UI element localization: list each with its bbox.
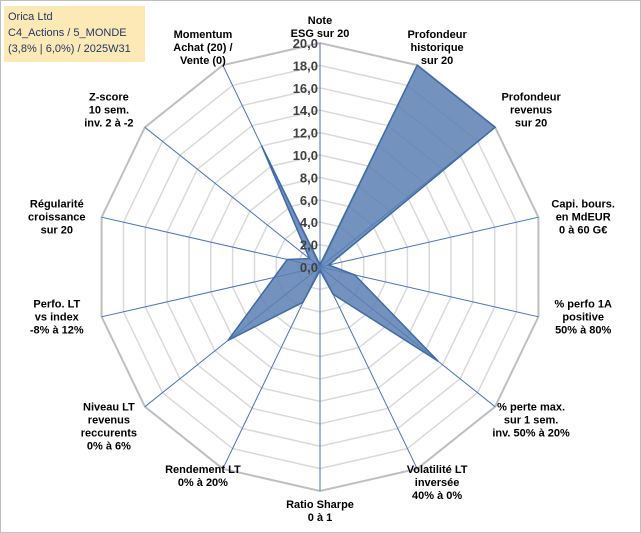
axis-spoke [319,216,539,268]
axis-label: Profondeur historique sur 20 [407,29,467,67]
info-box: Orica Ltd C4_Actions / 5_MONDE (3,8% | 6… [4,6,145,62]
series-area [227,64,497,362]
tick-label: 18,0 [293,58,318,73]
tick-label: 12,0 [293,126,318,141]
axis-label: Niveau LT revenus reccurents 0% à 6% [81,402,137,453]
axis-spoke [319,266,539,318]
axis-label: Rendement LT 0% à 20% [165,464,241,489]
tick-label: 4,0 [300,215,318,230]
company-name: Orica Ltd [8,11,53,23]
axis-label: Momentum Achat (20) / Vente (0) [173,29,232,67]
axis-label: Note ESG sur 20 [291,15,350,40]
series-layer [227,64,497,362]
axis-label: Profondeur revenus sur 20 [501,91,561,129]
axis-label: Capi. bours. en MdEUR 0 à 60 G€ [551,199,615,237]
tick-label-layer: 0,0 2,0 4,0 6,0 8,0 10,0 12,0 14,0 16,0 18,0 20,0 [293,36,318,275]
axis-spoke [144,126,321,268]
tick-label: 2,0 [300,238,318,253]
tick-label: 10,0 [293,148,318,163]
tick-label: 20,0 [293,36,318,51]
tick-label: 0,0 [300,260,318,275]
period-info: (3,8% | 6,0%) / 2025W31 [8,43,131,55]
axis-spoke [319,266,418,470]
tick-label: 6,0 [300,193,318,208]
axis-label: % perfo 1A positive 50% à 80% [554,298,612,336]
axis-label: Ratio Sharpe 0 à 1 [286,499,354,524]
axis-label-layer: Note ESG sur 20 Profondeur historique sur 20… [28,15,615,524]
axis-label: Perfo. LT vs index -8% à 12% [30,298,84,336]
axis-label: Régularité croissance sur 20 [28,199,85,237]
axis-label: Volatilité LT inversée 40% à 0% [407,464,468,502]
axis-label: Z-score 10 sem. inv. 2 à -2 [84,91,133,129]
tick-label: 8,0 [300,170,318,185]
axis-label: % perte max. sur 1 sem. inv. 50% à 20% [492,402,570,440]
portfolio-path: C4_Actions / 5_MONDE [8,27,127,39]
axis-spoke [101,216,321,268]
tick-label: 16,0 [293,81,318,96]
tick-label: 14,0 [293,103,318,118]
